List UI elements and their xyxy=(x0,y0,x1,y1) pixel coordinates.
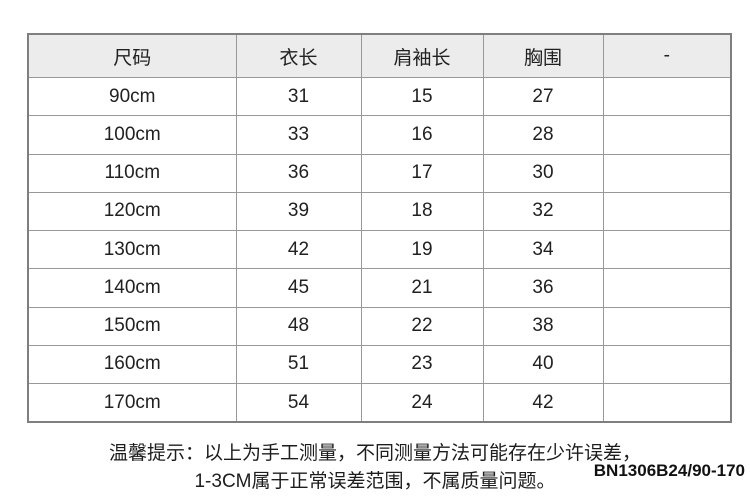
cell-chest: 42 xyxy=(482,383,604,423)
cell-garment-length: 33 xyxy=(235,115,362,155)
cell-shoulder-sleeve-length: 21 xyxy=(360,268,484,308)
cell-size: 100cm xyxy=(27,115,237,155)
cell-chest: 40 xyxy=(482,344,604,385)
cell-empty xyxy=(602,191,732,232)
cell-shoulder-sleeve-length: 15 xyxy=(360,76,484,117)
cell-size: 90cm xyxy=(27,76,237,117)
cell-garment-length: 36 xyxy=(235,153,362,193)
cell-empty xyxy=(602,153,732,193)
cell-empty xyxy=(602,230,732,270)
cell-garment-length: 31 xyxy=(235,76,362,117)
table-row: 140cm 45 21 36 xyxy=(27,268,732,308)
cell-empty xyxy=(602,115,732,155)
cell-shoulder-sleeve-length: 23 xyxy=(360,344,484,385)
cell-garment-length: 45 xyxy=(235,268,362,308)
cell-size: 140cm xyxy=(27,268,237,308)
cell-garment-length: 39 xyxy=(235,191,362,232)
cell-shoulder-sleeve-length: 16 xyxy=(360,115,484,155)
cell-garment-length: 42 xyxy=(235,230,362,270)
table-row: 150cm 48 22 38 xyxy=(27,306,732,346)
cell-empty xyxy=(602,344,732,385)
col-header-size: 尺码 xyxy=(27,33,237,78)
cell-shoulder-sleeve-length: 18 xyxy=(360,191,484,232)
cell-garment-length: 51 xyxy=(235,344,362,385)
cell-empty xyxy=(602,268,732,308)
disclaimer-line-1: 温馨提示：以上为手工测量，不同测量方法可能存在少许误差， xyxy=(108,443,641,464)
table-row: 100cm 33 16 28 xyxy=(27,115,732,155)
cell-chest: 34 xyxy=(482,230,604,270)
cell-chest: 38 xyxy=(482,306,604,346)
cell-size: 170cm xyxy=(27,383,237,423)
cell-chest: 32 xyxy=(482,191,604,232)
cell-shoulder-sleeve-length: 17 xyxy=(360,153,484,193)
cell-chest: 28 xyxy=(482,115,604,155)
cell-size: 110cm xyxy=(27,153,237,193)
table-row: 130cm 42 19 34 xyxy=(27,230,732,270)
cell-shoulder-sleeve-length: 19 xyxy=(360,230,484,270)
cell-shoulder-sleeve-length: 24 xyxy=(360,383,484,423)
cell-empty xyxy=(602,76,732,117)
cell-size: 160cm xyxy=(27,344,237,385)
disclaimer-line-2: 1-3CM属于正常误差范围，不属质量问题。 xyxy=(194,471,556,492)
cell-size: 120cm xyxy=(27,191,237,232)
measurement-disclaimer: 温馨提示：以上为手工测量，不同测量方法可能存在少许误差， 1-3CM属于正常误差… xyxy=(0,440,750,496)
col-header-shoulder-sleeve-length: 肩袖长 xyxy=(360,33,484,78)
cell-size: 130cm xyxy=(27,230,237,270)
cell-empty xyxy=(602,383,732,423)
size-chart-table: 尺码 衣长 肩袖长 胸围 - 90cm 31 15 27 100cm 33 16… xyxy=(27,33,732,423)
col-header-garment-length: 衣长 xyxy=(235,33,362,78)
table-row: 160cm 51 23 40 xyxy=(27,344,732,385)
cell-garment-length: 48 xyxy=(235,306,362,346)
table-row: 110cm 36 17 30 xyxy=(27,153,732,193)
cell-chest: 30 xyxy=(482,153,604,193)
cell-size: 150cm xyxy=(27,306,237,346)
col-header-chest: 胸围 xyxy=(482,33,604,78)
table-header-row: 尺码 衣长 肩袖长 胸围 - xyxy=(27,33,732,78)
product-code: BN1306B24/90-170 xyxy=(593,461,745,480)
col-header-dash: - xyxy=(602,33,732,78)
cell-chest: 36 xyxy=(482,268,604,308)
table-row: 170cm 54 24 42 xyxy=(27,383,732,423)
cell-shoulder-sleeve-length: 22 xyxy=(360,306,484,346)
table-row: 90cm 31 15 27 xyxy=(27,76,732,117)
cell-chest: 27 xyxy=(482,76,604,117)
cell-empty xyxy=(602,306,732,346)
table-row: 120cm 39 18 32 xyxy=(27,191,732,232)
cell-garment-length: 54 xyxy=(235,383,362,423)
